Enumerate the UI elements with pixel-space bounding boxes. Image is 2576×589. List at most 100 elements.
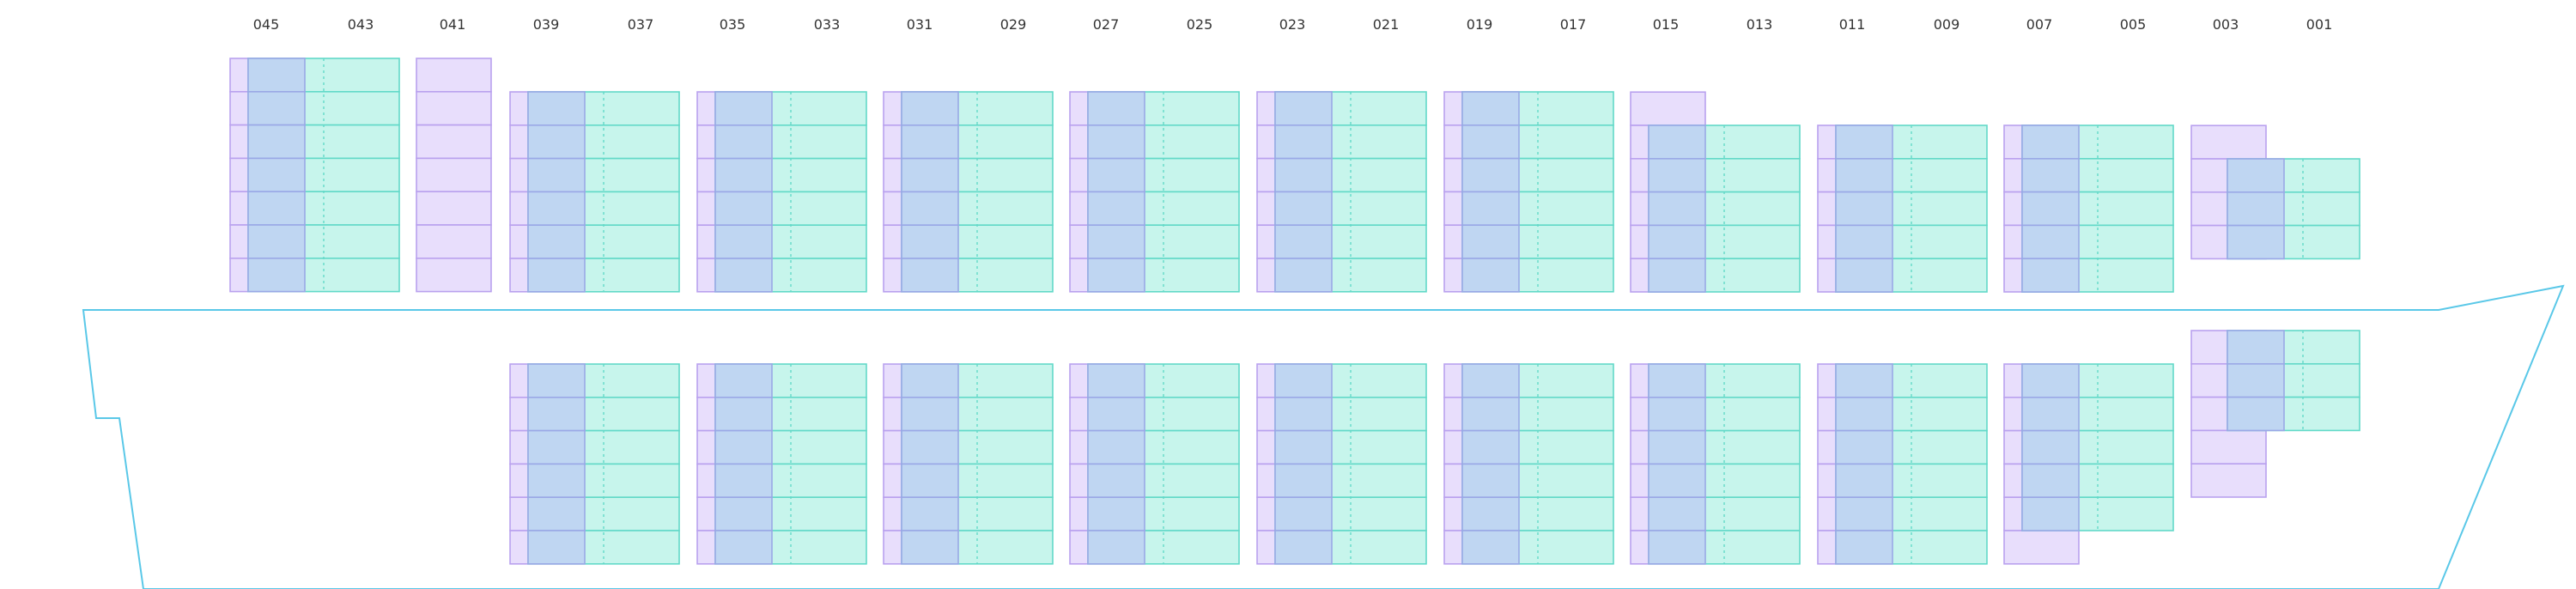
container-slot [2021,258,2080,293]
container-slot [1630,91,1706,126]
bay-label: 045 [253,16,280,33]
container-slot [1087,363,1145,398]
bay-stack [229,58,400,293]
container-slot [1835,158,1893,193]
container-slot [247,224,306,259]
container-slot [527,429,586,465]
container-slot [2021,124,2080,160]
container-slot [2021,224,2080,259]
bay-stack [1817,363,1988,565]
container-slot [2227,224,2285,260]
container-slot [1461,429,1520,465]
container-slot [1835,124,1893,160]
container-slot [2021,429,2080,465]
container-slot [527,496,586,531]
container-slot [527,530,586,565]
container-slot [1087,91,1145,126]
bay-stack [1443,363,1614,565]
container-slot [1648,158,1706,193]
bay-stack [2190,124,2360,260]
container-slot [901,91,959,126]
container-slot [416,58,492,93]
bay-label: 009 [1934,16,1960,33]
container-slot [1087,191,1145,226]
bay-label: 015 [1653,16,1680,33]
container-slot [416,124,492,160]
container-slot [2021,363,2080,398]
bay-stack [1817,124,1988,293]
container-slot [1461,224,1520,259]
container-slot [1461,530,1520,565]
container-slot [1461,157,1520,193]
bay-label: 019 [1467,16,1493,33]
container-slot [1087,496,1145,531]
bay-stack [696,91,867,293]
bay-label: 013 [1747,16,1773,33]
bay-label: 007 [2026,16,2053,33]
container-slot [2190,463,2267,498]
bay-label: 039 [533,16,560,33]
bay-label: 025 [1187,16,1213,33]
container-slot [1274,530,1333,565]
container-slot [901,396,959,432]
container-slot [527,363,586,398]
container-slot [1461,363,1520,398]
container-slot [714,496,773,531]
container-slot [247,124,306,160]
bay-label: 033 [814,16,841,33]
container-slot [2021,496,2080,531]
container-slot [2227,362,2285,398]
container-slot [1087,157,1145,193]
container-slot [1835,496,1893,531]
bay-label: 023 [1279,16,1306,33]
container-slot [714,157,773,193]
bay-stack [1069,363,1240,565]
container-slot [527,157,586,193]
container-slot [1835,429,1893,465]
container-slot [1648,191,1706,227]
container-slot [2227,396,2285,432]
container-slot [1835,530,1893,565]
container-slot [1087,224,1145,259]
container-slot [1087,124,1145,160]
container-slot [901,463,959,499]
ship-hull [82,284,2565,589]
container-slot [1087,530,1145,565]
container-slot [2227,158,2285,193]
container-slot [714,91,773,126]
bay-label: 005 [2120,16,2147,33]
container-slot [901,496,959,531]
container-slot [1274,463,1333,499]
bay-label: 037 [628,16,654,33]
container-slot [1835,396,1893,432]
container-slot [714,258,773,293]
container-slot [901,157,959,193]
container-slot [2021,191,2080,227]
container-slot [714,191,773,226]
container-slot [416,157,492,192]
container-slot [2003,530,2080,565]
container-slot [1648,396,1706,432]
container-slot [1648,429,1706,465]
container-slot [1274,224,1333,259]
container-slot [527,124,586,160]
container-slot [1835,463,1893,499]
container-slot [1274,191,1333,226]
container-slot [1274,157,1333,193]
below-deck-stacks [509,330,2360,565]
container-slot [2021,396,2080,432]
bay-label: 031 [907,16,933,33]
container-slot [1087,258,1145,293]
container-slot [1087,429,1145,465]
container-slot [714,224,773,259]
bay-stack [1256,363,1427,565]
container-slot [1461,463,1520,499]
bay-label: 027 [1093,16,1120,33]
container-slot [247,191,306,226]
container-slot [714,396,773,432]
container-slot [416,257,492,293]
bay-labels: 045 043 041 039 037 035 033 031 029 027 025 023 021 0… [253,16,2333,33]
container-slot [1461,91,1520,126]
container-slot [1461,191,1520,226]
